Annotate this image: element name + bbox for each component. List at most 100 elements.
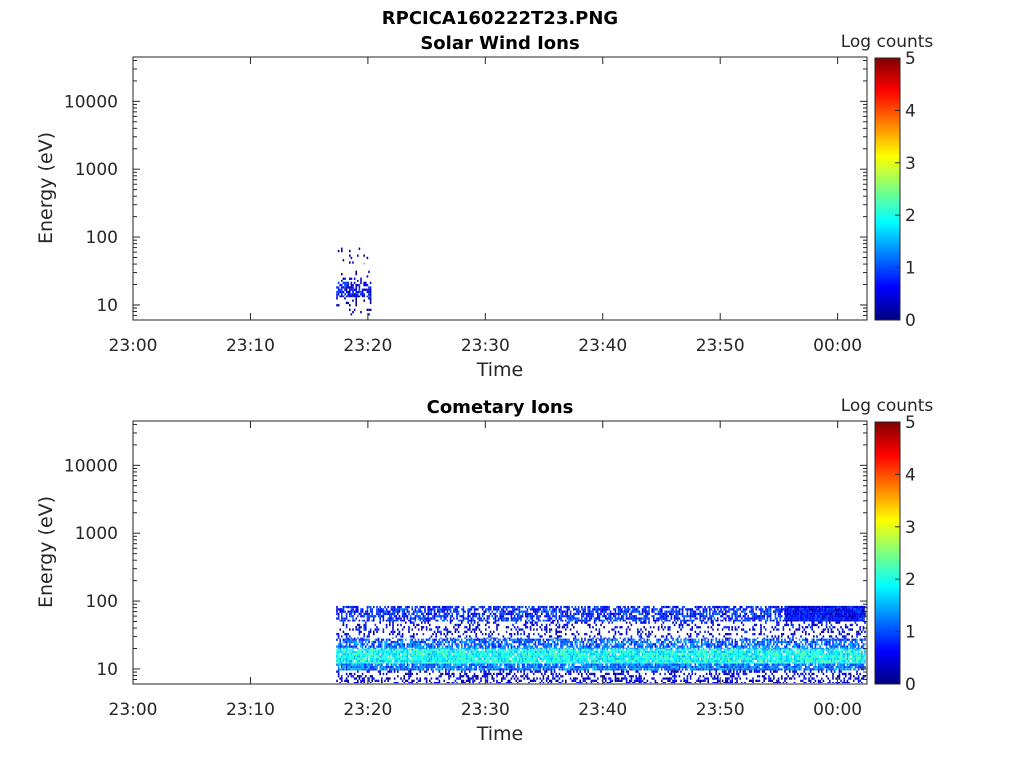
spectrogram-cell (337, 288, 340, 291)
spectrogram-cell (355, 284, 357, 287)
spectrogram-cell (536, 660, 538, 663)
spectrogram-cell (437, 662, 439, 664)
spectrogram-cell (781, 647, 783, 649)
spectrogram-cell (629, 615, 631, 618)
spectrogram-cell (541, 623, 543, 627)
spectrogram-cell (467, 619, 469, 622)
spectrogram-cell (357, 660, 359, 663)
spectrogram-cell (605, 653, 607, 656)
spectrogram-cell (691, 619, 693, 622)
spectrogram-cell (419, 645, 421, 648)
spectrogram-cell (345, 615, 348, 618)
spectrogram-cell (613, 619, 615, 622)
spectrogram-cell (510, 662, 513, 664)
spectrogram-cell (637, 648, 639, 651)
spectrogram-cell (760, 640, 762, 644)
spectrogram-cell (469, 660, 471, 663)
spectrogram-cell (729, 633, 732, 636)
spectrogram-cell (406, 653, 409, 656)
spectrogram-cell (390, 619, 393, 622)
spectrogram-cell (537, 605, 540, 609)
spectrogram-cell (545, 605, 548, 609)
spectrogram-cell (366, 308, 369, 311)
spectrogram-cell (593, 650, 596, 654)
spectrogram-cell (600, 619, 602, 622)
spectrogram-cell (403, 653, 405, 656)
spectrogram-cell (704, 643, 706, 646)
spectrogram-cell (416, 633, 418, 636)
spectrogram-cell (833, 643, 836, 646)
spectrogram-cell (392, 640, 394, 644)
spectrogram-cell (347, 286, 349, 289)
spectrogram-cell (365, 288, 367, 291)
spectrogram-cell (419, 657, 421, 660)
spectrogram-cell (512, 645, 514, 648)
spectrogram-cell (533, 657, 535, 660)
spectrogram-cell (763, 640, 765, 644)
spectrogram-cell (395, 650, 397, 654)
spectrogram-cell (640, 635, 642, 638)
spectrogram-cell (350, 295, 353, 298)
spectrogram-cell (560, 610, 562, 613)
spectrogram-cell (558, 650, 561, 654)
spectrogram-cell (569, 628, 572, 631)
x-tick-label: 23:30 (461, 336, 510, 356)
spectrogram-cell (630, 610, 633, 613)
spectrogram-cell (584, 660, 586, 663)
spectrogram-cell (693, 638, 695, 641)
spectrogram-cell (528, 605, 530, 609)
spectrogram-cell (353, 645, 356, 648)
spectrogram-cell (435, 660, 437, 663)
spectrogram-cell (728, 610, 730, 613)
spectrogram-cell (633, 648, 636, 651)
spectrogram-cell (574, 653, 577, 656)
spectrogram-cell (336, 650, 338, 654)
spectrogram-cell (693, 619, 695, 622)
spectrogram-cell (437, 655, 439, 658)
spectrogram-cell (368, 288, 370, 291)
spectrogram-cell (648, 617, 650, 620)
spectrogram-cell (665, 605, 668, 609)
spectrogram-cell (397, 619, 399, 622)
spectrogram-cell (678, 623, 681, 627)
spectrogram-cell (475, 650, 477, 654)
spectrogram-cell (341, 247, 343, 250)
spectrogram-cell (480, 617, 482, 620)
spectrogram-cell (726, 626, 729, 629)
spectrogram-cell (581, 617, 583, 620)
spectrogram-cell (496, 626, 498, 629)
spectrogram-cell (505, 650, 508, 654)
spectrogram-cell (489, 638, 492, 641)
spectrogram-cell (558, 608, 561, 611)
spectrogram-cell (566, 612, 569, 616)
spectrogram-cell (617, 662, 620, 664)
spectrogram-cell (443, 612, 445, 616)
spectrogram-cell (813, 621, 815, 624)
spectrogram-cell (512, 605, 514, 609)
spectrogram-cell (789, 647, 791, 649)
spectrogram-cell (478, 617, 481, 620)
spectrogram-cell (699, 619, 701, 622)
spectrogram-cell (384, 653, 386, 656)
spectrogram-cell (461, 650, 463, 654)
spectrogram-cell (425, 617, 428, 620)
spectrogram-cell (502, 647, 505, 649)
spectrogram-cell (494, 619, 497, 622)
spectrogram-cell (597, 612, 599, 616)
spectrogram-cell (645, 645, 647, 648)
spectrogram-cell (342, 655, 345, 658)
spectrogram-cell (358, 653, 361, 656)
spectrogram-cell (422, 662, 425, 664)
spectrogram-cell (395, 648, 397, 651)
spectrogram-cell (632, 653, 634, 656)
spectrogram-cell (542, 645, 545, 648)
spectrogram-cell (504, 643, 506, 646)
spectrogram-cell (648, 650, 650, 654)
spectrogram-cell (625, 617, 628, 620)
spectrogram-cell (432, 608, 434, 611)
spectrogram-cell (393, 657, 396, 660)
spectrogram-cell (422, 617, 425, 620)
spectrogram-cell (501, 647, 503, 649)
spectrogram-cell (392, 657, 394, 660)
spectrogram-cell (574, 640, 577, 644)
